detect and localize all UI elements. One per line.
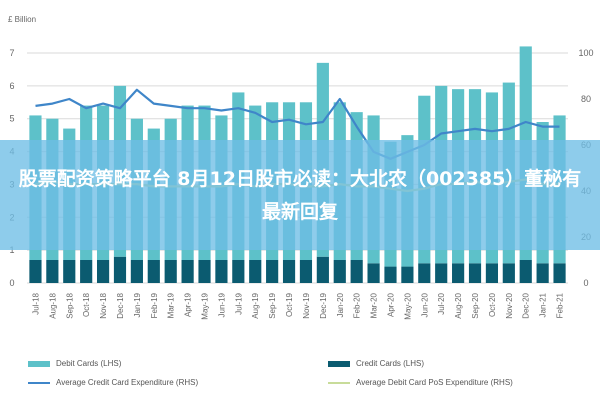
x-tick-label: Feb-20: [353, 292, 362, 318]
bar-credit-cards: [96, 260, 110, 283]
legend-label-avg-debit-exp: Average Debit Card PoS Expenditure (RHS): [356, 378, 513, 387]
x-tick-label: Jun-20: [420, 292, 429, 317]
x-tick-label: Oct-20: [488, 292, 497, 317]
x-tick-label: Sep-19: [268, 292, 277, 318]
bar-credit-cards: [468, 263, 482, 283]
bar-credit-cards: [63, 260, 76, 283]
legend-item-avg-credit-exp: Average Credit Card Expenditure (RHS): [28, 378, 198, 387]
x-tick-label: Oct-18: [82, 292, 91, 317]
x-tick-label: May-20: [403, 292, 412, 319]
x-tick-label: Aug-19: [251, 292, 260, 318]
bar-credit-cards: [384, 266, 397, 283]
x-tick-label: Dec-18: [116, 292, 125, 318]
x-tick-label: Feb-21: [556, 292, 565, 318]
y-right-tick-label: 80: [581, 94, 591, 104]
legend-item-credit-cards: Credit Cards (LHS): [328, 359, 424, 368]
bar-credit-cards: [232, 260, 245, 283]
bar-credit-cards: [435, 263, 448, 283]
legend-item-debit-cards: Debit Cards (LHS): [28, 359, 121, 368]
legend-swatch-debit-cards: [28, 360, 50, 367]
bar-credit-cards: [198, 260, 211, 283]
bar-credit-cards: [333, 260, 346, 283]
chart-legend: Debit Cards (LHS) Credit Cards (LHS) Ave…: [28, 357, 588, 397]
legend-label-avg-credit-exp: Average Credit Card Expenditure (RHS): [56, 378, 199, 387]
bar-credit-cards: [299, 260, 313, 283]
x-tick-label: Jun-19: [217, 292, 226, 317]
bar-credit-cards: [282, 260, 296, 283]
bar-credit-cards: [249, 260, 262, 283]
bar-credit-cards: [266, 260, 279, 283]
x-tick-label: Nov-20: [505, 292, 514, 318]
x-tick-label: Nov-19: [302, 292, 311, 318]
line-avg-credit-card-expenditure: [35, 88, 560, 160]
legend-swatch-avg-debit-exp: [328, 381, 350, 384]
bar-credit-cards: [181, 260, 194, 283]
bar-credit-cards: [502, 263, 515, 283]
legend-item-avg-debit-exp: Average Debit Card PoS Expenditure (RHS): [328, 378, 513, 387]
bar-credit-cards: [367, 263, 380, 283]
x-tick-label: Jul-19: [234, 292, 243, 314]
legend-swatch-avg-credit-exp: [28, 381, 50, 384]
x-tick-label: Aug-20: [454, 292, 463, 318]
x-tick-label: Jan-20: [336, 292, 345, 317]
x-tick-label: Jul-20: [437, 292, 446, 314]
x-tick-label: Feb-19: [150, 292, 159, 318]
bar-credit-cards: [536, 263, 549, 283]
y-left-tick-label: 0: [9, 278, 14, 288]
bar-credit-cards: [452, 263, 465, 283]
x-tick-label: Nov-18: [99, 292, 108, 318]
x-tick-label: Sep-20: [471, 292, 480, 318]
bar-credit-cards: [485, 263, 499, 283]
headline-banner: [0, 140, 600, 250]
x-tick-label: Apr-19: [184, 292, 193, 317]
x-tick-label: Oct-19: [285, 292, 294, 317]
bar-credit-cards: [519, 260, 532, 283]
x-tick-label: May-19: [201, 292, 210, 319]
x-tick-label: Apr-20: [386, 292, 395, 317]
legend-label-debit-cards: Debit Cards (LHS): [56, 359, 122, 368]
bar-credit-cards: [164, 260, 177, 283]
y-right-tick-label: 100: [578, 48, 593, 58]
bar-credit-cards: [350, 260, 363, 283]
x-tick-label: Mar-20: [370, 292, 379, 318]
x-tick-label: Aug-18: [48, 292, 57, 318]
y-left-tick-label: 5: [9, 114, 14, 124]
y-right-tick-label: 0: [583, 278, 588, 288]
legend-swatch-credit-cards: [328, 360, 350, 367]
bar-credit-cards: [147, 260, 160, 283]
x-tick-label: Dec-19: [319, 292, 328, 318]
bar-credit-cards: [130, 260, 143, 283]
y-left-tick-label: 7: [9, 48, 14, 58]
bar-credit-cards: [316, 256, 329, 283]
x-tick-label: Mar-19: [167, 292, 176, 318]
x-tick-label: Jul-18: [31, 292, 40, 314]
bar-credit-cards: [553, 263, 566, 283]
bar-credit-cards: [401, 266, 414, 283]
x-tick-label: Dec-20: [522, 292, 531, 318]
x-tick-label: Jan-21: [539, 292, 548, 317]
legend-label-credit-cards: Credit Cards (LHS): [356, 359, 425, 368]
y-unit-label: £ Billion: [8, 15, 36, 24]
x-tick-label: Sep-18: [65, 292, 74, 318]
headline-text[interactable]: 股票配资策略平台 8月12日股市必读：大北农（002385）董秘有最新回复: [18, 168, 582, 223]
x-tick-label: Jan-19: [133, 292, 142, 317]
y-left-tick-label: 6: [9, 81, 14, 91]
bar-credit-cards: [113, 256, 127, 283]
bar-credit-cards: [80, 260, 93, 283]
bar-credit-cards: [418, 263, 431, 283]
y-left-tick-label: 1: [9, 245, 14, 255]
bar-credit-cards: [29, 260, 42, 283]
bar-credit-cards: [46, 260, 59, 283]
bar-credit-cards: [215, 260, 228, 283]
